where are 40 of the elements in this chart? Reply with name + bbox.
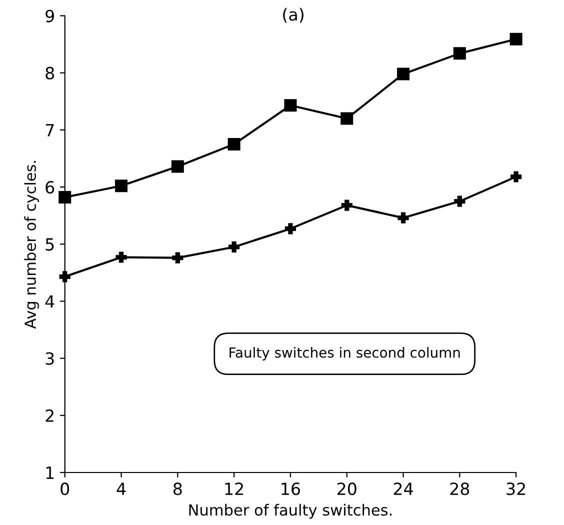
point [510,171,522,182]
x-tick-label: 32 [506,482,525,496]
y-tick-label: 4 [45,295,54,308]
point [171,160,184,173]
chart-title: (a) [283,8,304,23]
x-tick-label: 24 [394,482,413,495]
point [115,180,128,192]
point [340,112,354,125]
y-tick-label: 5 [46,238,54,251]
point [284,223,296,234]
y-tick-label: 9 [46,10,54,22]
y-tick-label: 6 [46,180,54,194]
point [341,200,352,211]
point [510,32,522,46]
x-tick-label: 4 [116,482,126,495]
y-tick-label: 7 [46,124,54,136]
x-tick-label: 12 [225,482,243,495]
y-tick-label: 2 [46,409,54,422]
point [398,212,409,224]
y-tick-label: 1 [46,466,54,479]
point [172,252,184,264]
x-tick-label: 28 [450,482,470,496]
point [228,138,240,150]
y-axis-title: Avg number of cycles. [24,161,39,329]
x-tick-label: 8 [173,482,182,496]
x-tick-label: 20 [337,482,356,496]
point [59,271,70,282]
y-tick-label: 8 [46,66,54,80]
annotation: Faulty switches in second column [230,347,460,360]
point [454,196,466,207]
x-axis-title: Number of faulty switches. [189,504,392,519]
y-tick-label: 3 [46,352,54,365]
point [58,191,72,204]
x-tick-label: 0 [60,482,70,496]
point [453,47,466,60]
point [284,99,297,112]
x-tick-label: 16 [282,482,300,496]
point [116,252,127,263]
point [228,241,240,253]
point [397,68,410,80]
